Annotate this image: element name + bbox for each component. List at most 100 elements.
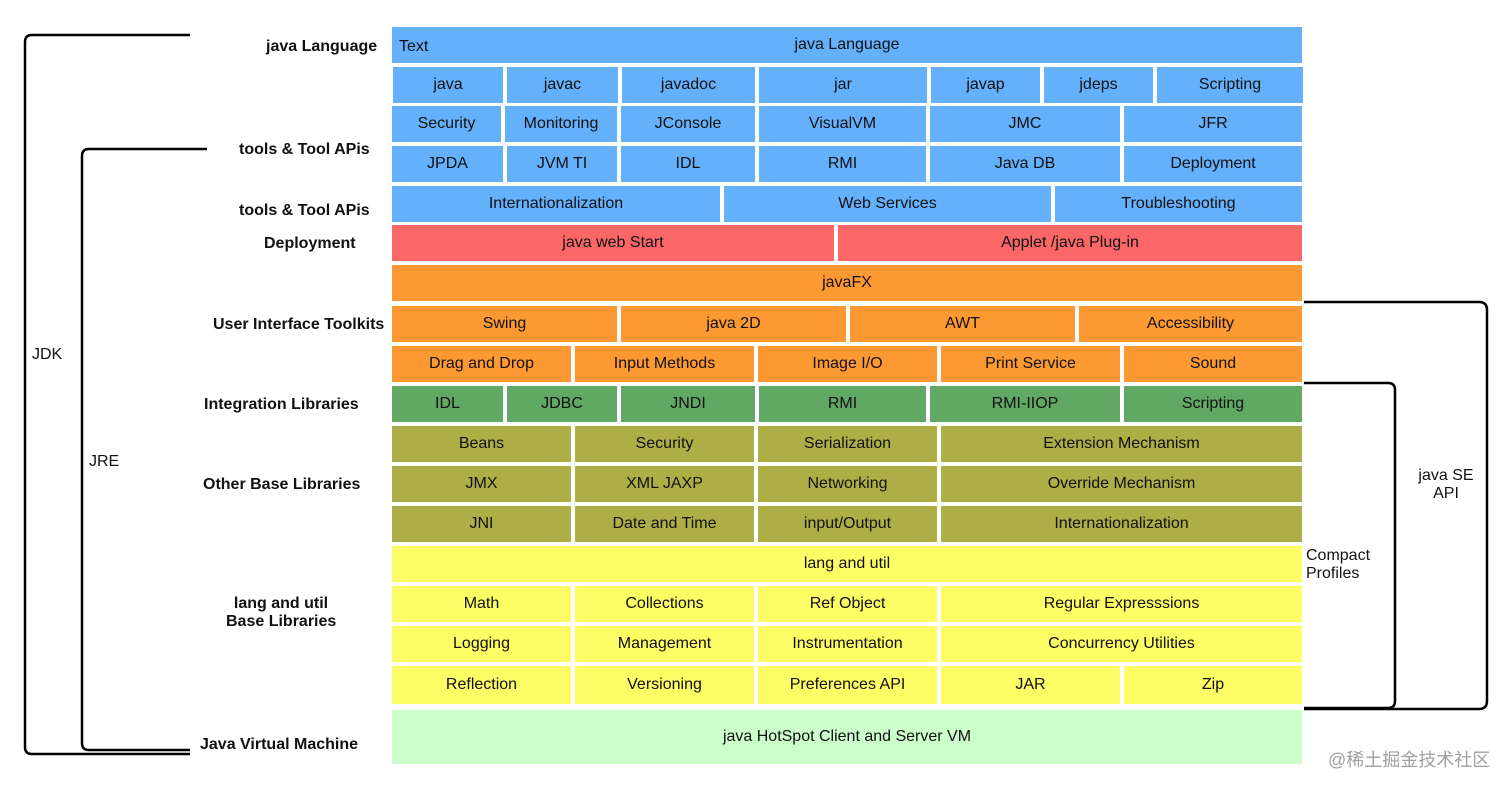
component-cell: Logging <box>390 624 573 664</box>
component-cell: Collections <box>573 584 756 624</box>
component-label: java web Start <box>562 234 664 251</box>
jre-label: JRE <box>89 453 120 470</box>
component-label: JMC <box>1008 115 1042 132</box>
component-label: Sound <box>1189 355 1237 372</box>
component-label: Extension Mechanism <box>1043 435 1200 452</box>
component-label: Internationalization <box>488 195 624 212</box>
component-cell: IDL <box>390 384 505 424</box>
component-cell: javaFX <box>390 263 1304 303</box>
component-cell: java Language <box>390 25 1304 65</box>
component-label: Print Service <box>985 355 1076 372</box>
component-cell: javadoc <box>620 65 757 105</box>
component-label: JAR <box>1015 676 1046 693</box>
component-label: Collections <box>625 595 704 612</box>
component-cell: lang and util <box>390 544 1304 584</box>
component-label: Management <box>617 635 712 652</box>
component-label: JVM TI <box>536 155 588 172</box>
component-label: java <box>433 76 463 93</box>
component-label: Override Mechanism <box>1047 475 1196 492</box>
component-cell: Preferences API <box>756 664 939 706</box>
component-label: JConsole <box>654 115 722 132</box>
component-label: IDL <box>435 395 460 412</box>
component-label: Drag and Drop <box>429 355 534 372</box>
component-cell: Internationalization <box>390 184 722 224</box>
side-label-deployment: Deployment <box>264 235 356 252</box>
component-cell: javac <box>505 65 620 105</box>
component-label: Regular Expresssions <box>1043 595 1200 612</box>
component-label: jar <box>834 76 852 93</box>
component-cell: Accessibility <box>1077 304 1304 344</box>
component-cell: Instrumentation <box>756 624 939 664</box>
component-label: Versioning <box>627 676 702 693</box>
side-label-ui-toolkits: User Interface Toolkits <box>213 316 385 333</box>
component-label: Concurrency Utilities <box>1048 635 1195 652</box>
component-cell: Deployment <box>1122 144 1304 184</box>
component-cell: AWT <box>848 304 1077 344</box>
jdk-bracket <box>23 33 190 756</box>
component-label: AWT <box>945 315 980 332</box>
compact-profiles-bracket <box>1304 381 1397 710</box>
side-label-lang-util-line1: lang and util <box>233 595 329 612</box>
component-cell: Java DB <box>928 144 1122 184</box>
component-cell: Internationalization <box>939 504 1304 544</box>
component-label: lang and util <box>803 555 891 572</box>
component-cell: input/Output <box>756 504 939 544</box>
component-label: Instrumentation <box>792 635 903 652</box>
component-label: Input Methods <box>613 355 716 372</box>
component-cell: java HotSpot Client and Server VM <box>390 708 1304 766</box>
component-label: Swing <box>482 315 527 332</box>
component-label: Ref Object <box>809 595 886 612</box>
component-cell: Regular Expresssions <box>939 584 1304 624</box>
component-cell: Image I/O <box>756 344 939 384</box>
component-cell: Troubleshooting <box>1053 184 1304 224</box>
component-cell: Applet /java Plug-in <box>836 223 1304 263</box>
compact-profiles-label: Compact Profiles <box>1306 547 1370 583</box>
component-cell: RMI <box>757 384 928 424</box>
java-se-api-label: java SE API <box>1416 467 1476 503</box>
component-cell: Zip <box>1122 664 1304 706</box>
component-cell: JConsole <box>619 104 757 144</box>
component-label: Java DB <box>994 155 1056 172</box>
component-cell: Date and Time <box>573 504 756 544</box>
component-label: Internationalization <box>1054 515 1189 532</box>
component-label: VisualVM <box>808 115 877 132</box>
component-label: Image I/O <box>812 355 883 372</box>
component-cell: java <box>391 65 505 105</box>
component-label: RMI <box>827 395 858 412</box>
side-label-lang-util-line2: Base Libraries <box>226 613 337 630</box>
component-label: Scripting <box>1198 76 1262 93</box>
component-label: Logging <box>453 635 510 652</box>
component-cell: java web Start <box>390 223 836 263</box>
component-cell: Concurrency Utilities <box>939 624 1304 664</box>
component-label: Monitoring <box>523 115 599 132</box>
java-se-api-line1: java SE <box>1418 467 1474 484</box>
component-cell: Scripting <box>1155 65 1305 105</box>
component-cell: JDBC <box>505 384 619 424</box>
component-cell: XML JAXP <box>573 464 756 504</box>
side-label-integration: Integration Libraries <box>204 396 359 413</box>
component-cell: RMI-IIOP <box>928 384 1122 424</box>
component-cell: JAR <box>939 664 1122 706</box>
component-cell: jar <box>757 65 929 105</box>
component-label: XML JAXP <box>626 475 703 492</box>
component-label: IDL <box>675 155 701 172</box>
component-cell: Print Service <box>939 344 1122 384</box>
component-cell: Sound <box>1122 344 1304 384</box>
text-tag: Text <box>399 38 429 55</box>
component-label: Scripting <box>1181 395 1245 412</box>
component-cell: JNI <box>390 504 573 544</box>
component-label: Security <box>635 435 694 452</box>
component-cell: JNDI <box>619 384 757 424</box>
side-label-other-base: Other Base Libraries <box>203 476 361 493</box>
component-label: Web Services <box>838 195 937 212</box>
jdk-label: JDK <box>32 346 63 363</box>
component-cell: JFR <box>1122 104 1304 144</box>
component-label: Troubleshooting <box>1121 195 1236 212</box>
component-label: jdeps <box>1079 76 1118 93</box>
jre-bracket <box>80 147 207 752</box>
component-cell: JPDA <box>390 144 505 184</box>
component-label: javadoc <box>660 76 717 93</box>
component-label: RMI <box>827 155 858 172</box>
